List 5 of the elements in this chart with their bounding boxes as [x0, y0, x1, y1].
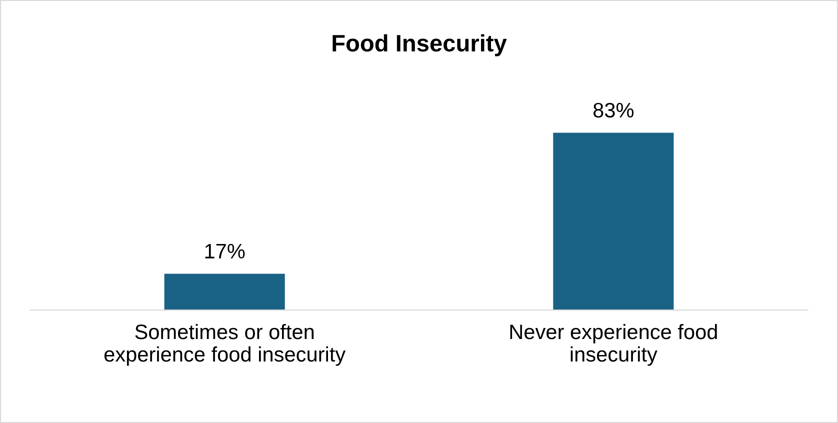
data-label: 17%: [205, 244, 245, 258]
data-label: 83%: [593, 102, 634, 118]
chart-title: Food Insecurity: [332, 34, 507, 56]
x-tick-label: Sometimes or often experience food insecurity: [104, 324, 346, 366]
x-tick-label: Never experience food insecurity: [510, 324, 717, 366]
